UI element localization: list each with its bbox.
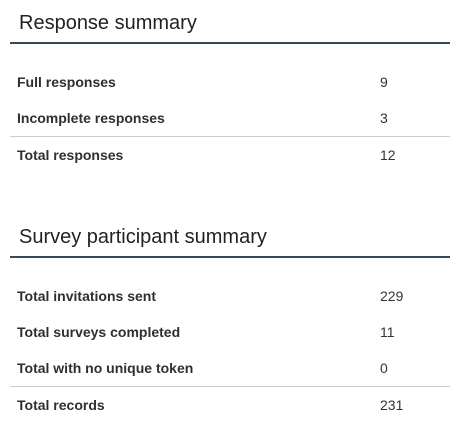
- table-row: Total with no unique token 0: [10, 350, 450, 387]
- response-summary-table: Full responses 9 Incomplete responses 3 …: [10, 64, 450, 173]
- participant-summary-table: Total invitations sent 229 Total surveys…: [10, 278, 450, 423]
- table-row: Total invitations sent 229: [10, 278, 450, 314]
- invitations-sent-value: 229: [380, 288, 404, 304]
- response-summary-title: Response summary: [10, 10, 450, 44]
- table-row: Total surveys completed 11: [10, 314, 450, 350]
- surveys-completed-label: Total surveys completed: [17, 324, 181, 340]
- total-records-value: 231: [380, 386, 450, 423]
- invitations-sent-label: Total invitations sent: [17, 288, 156, 304]
- table-row: Incomplete responses 3: [10, 100, 450, 137]
- total-row: Total records 231: [10, 386, 450, 423]
- participant-summary-panel: Survey participant summary Total invitat…: [10, 224, 450, 423]
- no-unique-token-value: 0: [380, 360, 388, 376]
- total-responses-value: 12: [380, 136, 450, 173]
- incomplete-responses-value: 3: [380, 110, 388, 126]
- surveys-completed-value: 11: [380, 324, 395, 340]
- response-summary-panel: Response summary Full responses 9 Incomp…: [10, 10, 450, 173]
- participant-summary-title: Survey participant summary: [10, 224, 450, 258]
- total-records-label: Total records: [10, 386, 380, 423]
- incomplete-responses-label: Incomplete responses: [17, 110, 165, 126]
- table-row: Full responses 9: [10, 64, 450, 100]
- total-responses-label: Total responses: [10, 136, 380, 173]
- full-responses-value: 9: [380, 74, 388, 90]
- total-row: Total responses 12: [10, 136, 450, 173]
- full-responses-label: Full responses: [17, 74, 116, 90]
- no-unique-token-label: Total with no unique token: [17, 360, 194, 376]
